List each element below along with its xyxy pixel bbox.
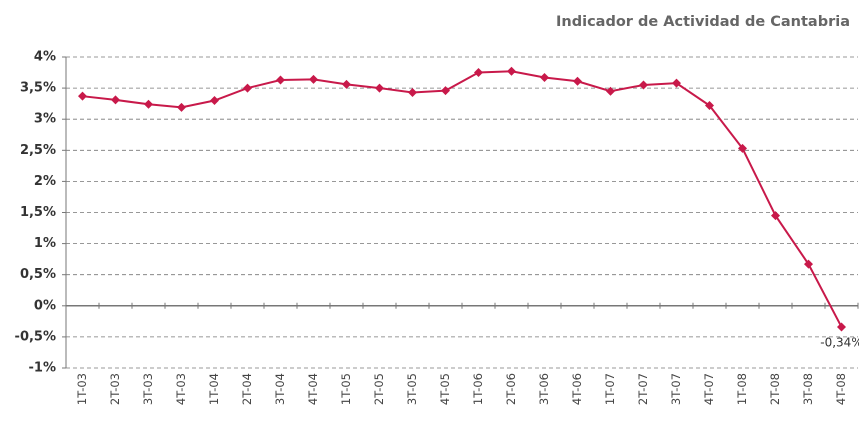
data-label: -0,34%: [820, 335, 859, 349]
marker: [771, 211, 780, 221]
marker: [837, 322, 846, 332]
x-tick-label: 2T-05: [372, 373, 386, 405]
x-tick-label: 1T-06: [471, 373, 485, 405]
marker: [78, 91, 87, 101]
x-tick-label: 1T-04: [207, 373, 221, 405]
y-tick-label: -0,5%: [15, 329, 56, 344]
x-tick-label: 3T-03: [141, 373, 155, 405]
x-tick-label: 4T-04: [306, 373, 320, 405]
marker: [144, 99, 153, 109]
line: [82, 70, 843, 328]
x-tick-label: 2T-04: [240, 373, 254, 405]
marker: [243, 83, 252, 93]
y-tick-label: 0%: [34, 298, 56, 313]
x-tick-label: 1T-03: [75, 373, 89, 405]
x-tick-label: 3T-06: [537, 373, 551, 405]
y-tick-label: 1,5%: [20, 205, 56, 220]
marker: [309, 74, 318, 84]
marker: [111, 95, 120, 105]
marker: [177, 102, 186, 112]
x-tick-label: 1T-08: [735, 373, 749, 405]
marker: [639, 80, 648, 90]
marker: [375, 83, 384, 93]
y-tick-label: -1%: [29, 361, 56, 376]
y-tick-label: 3%: [34, 112, 56, 127]
chart-title: Indicador de Actividad de Cantabria: [556, 14, 850, 30]
marker: [672, 78, 681, 88]
marker: [573, 76, 582, 86]
marker: [738, 143, 747, 153]
y-tick-label: 2,5%: [20, 143, 56, 158]
x-tick-label: 4T-06: [570, 373, 584, 405]
marker: [606, 86, 615, 96]
x-tick-label: 3T-05: [405, 373, 419, 405]
x-tick-label: 2T-03: [108, 373, 122, 405]
x-tick-label: 4T-08: [834, 373, 848, 405]
x-tick-label: 3T-04: [273, 373, 287, 405]
y-tick-label: 1%: [34, 236, 56, 251]
marker: [276, 75, 285, 85]
marker: [507, 66, 516, 76]
marker: [474, 68, 483, 78]
y-tick-label: 4%: [34, 50, 56, 65]
marker: [804, 259, 813, 269]
x-tick-label: 3T-08: [801, 373, 815, 405]
x-tick-label: 3T-07: [669, 373, 683, 405]
x-tick-label: 4T-07: [702, 373, 716, 405]
x-tick-label: 4T-05: [438, 373, 452, 405]
marker: [342, 79, 351, 89]
marker: [540, 73, 549, 83]
marker: [408, 87, 417, 97]
x-tick-label: 1T-05: [339, 373, 353, 405]
x-tick-label: 2T-07: [636, 373, 650, 405]
marker: [705, 101, 714, 111]
marker: [441, 86, 450, 96]
y-tick-label: 2%: [34, 174, 56, 189]
x-tick-label: 2T-06: [504, 373, 518, 405]
marker: [210, 96, 219, 106]
y-tick-label: 3,5%: [20, 81, 56, 96]
x-tick-label: 4T-03: [174, 373, 188, 405]
x-tick-label: 2T-08: [768, 373, 782, 405]
y-tick-label: 0,5%: [20, 267, 56, 282]
x-tick-label: 1T-07: [603, 373, 617, 405]
